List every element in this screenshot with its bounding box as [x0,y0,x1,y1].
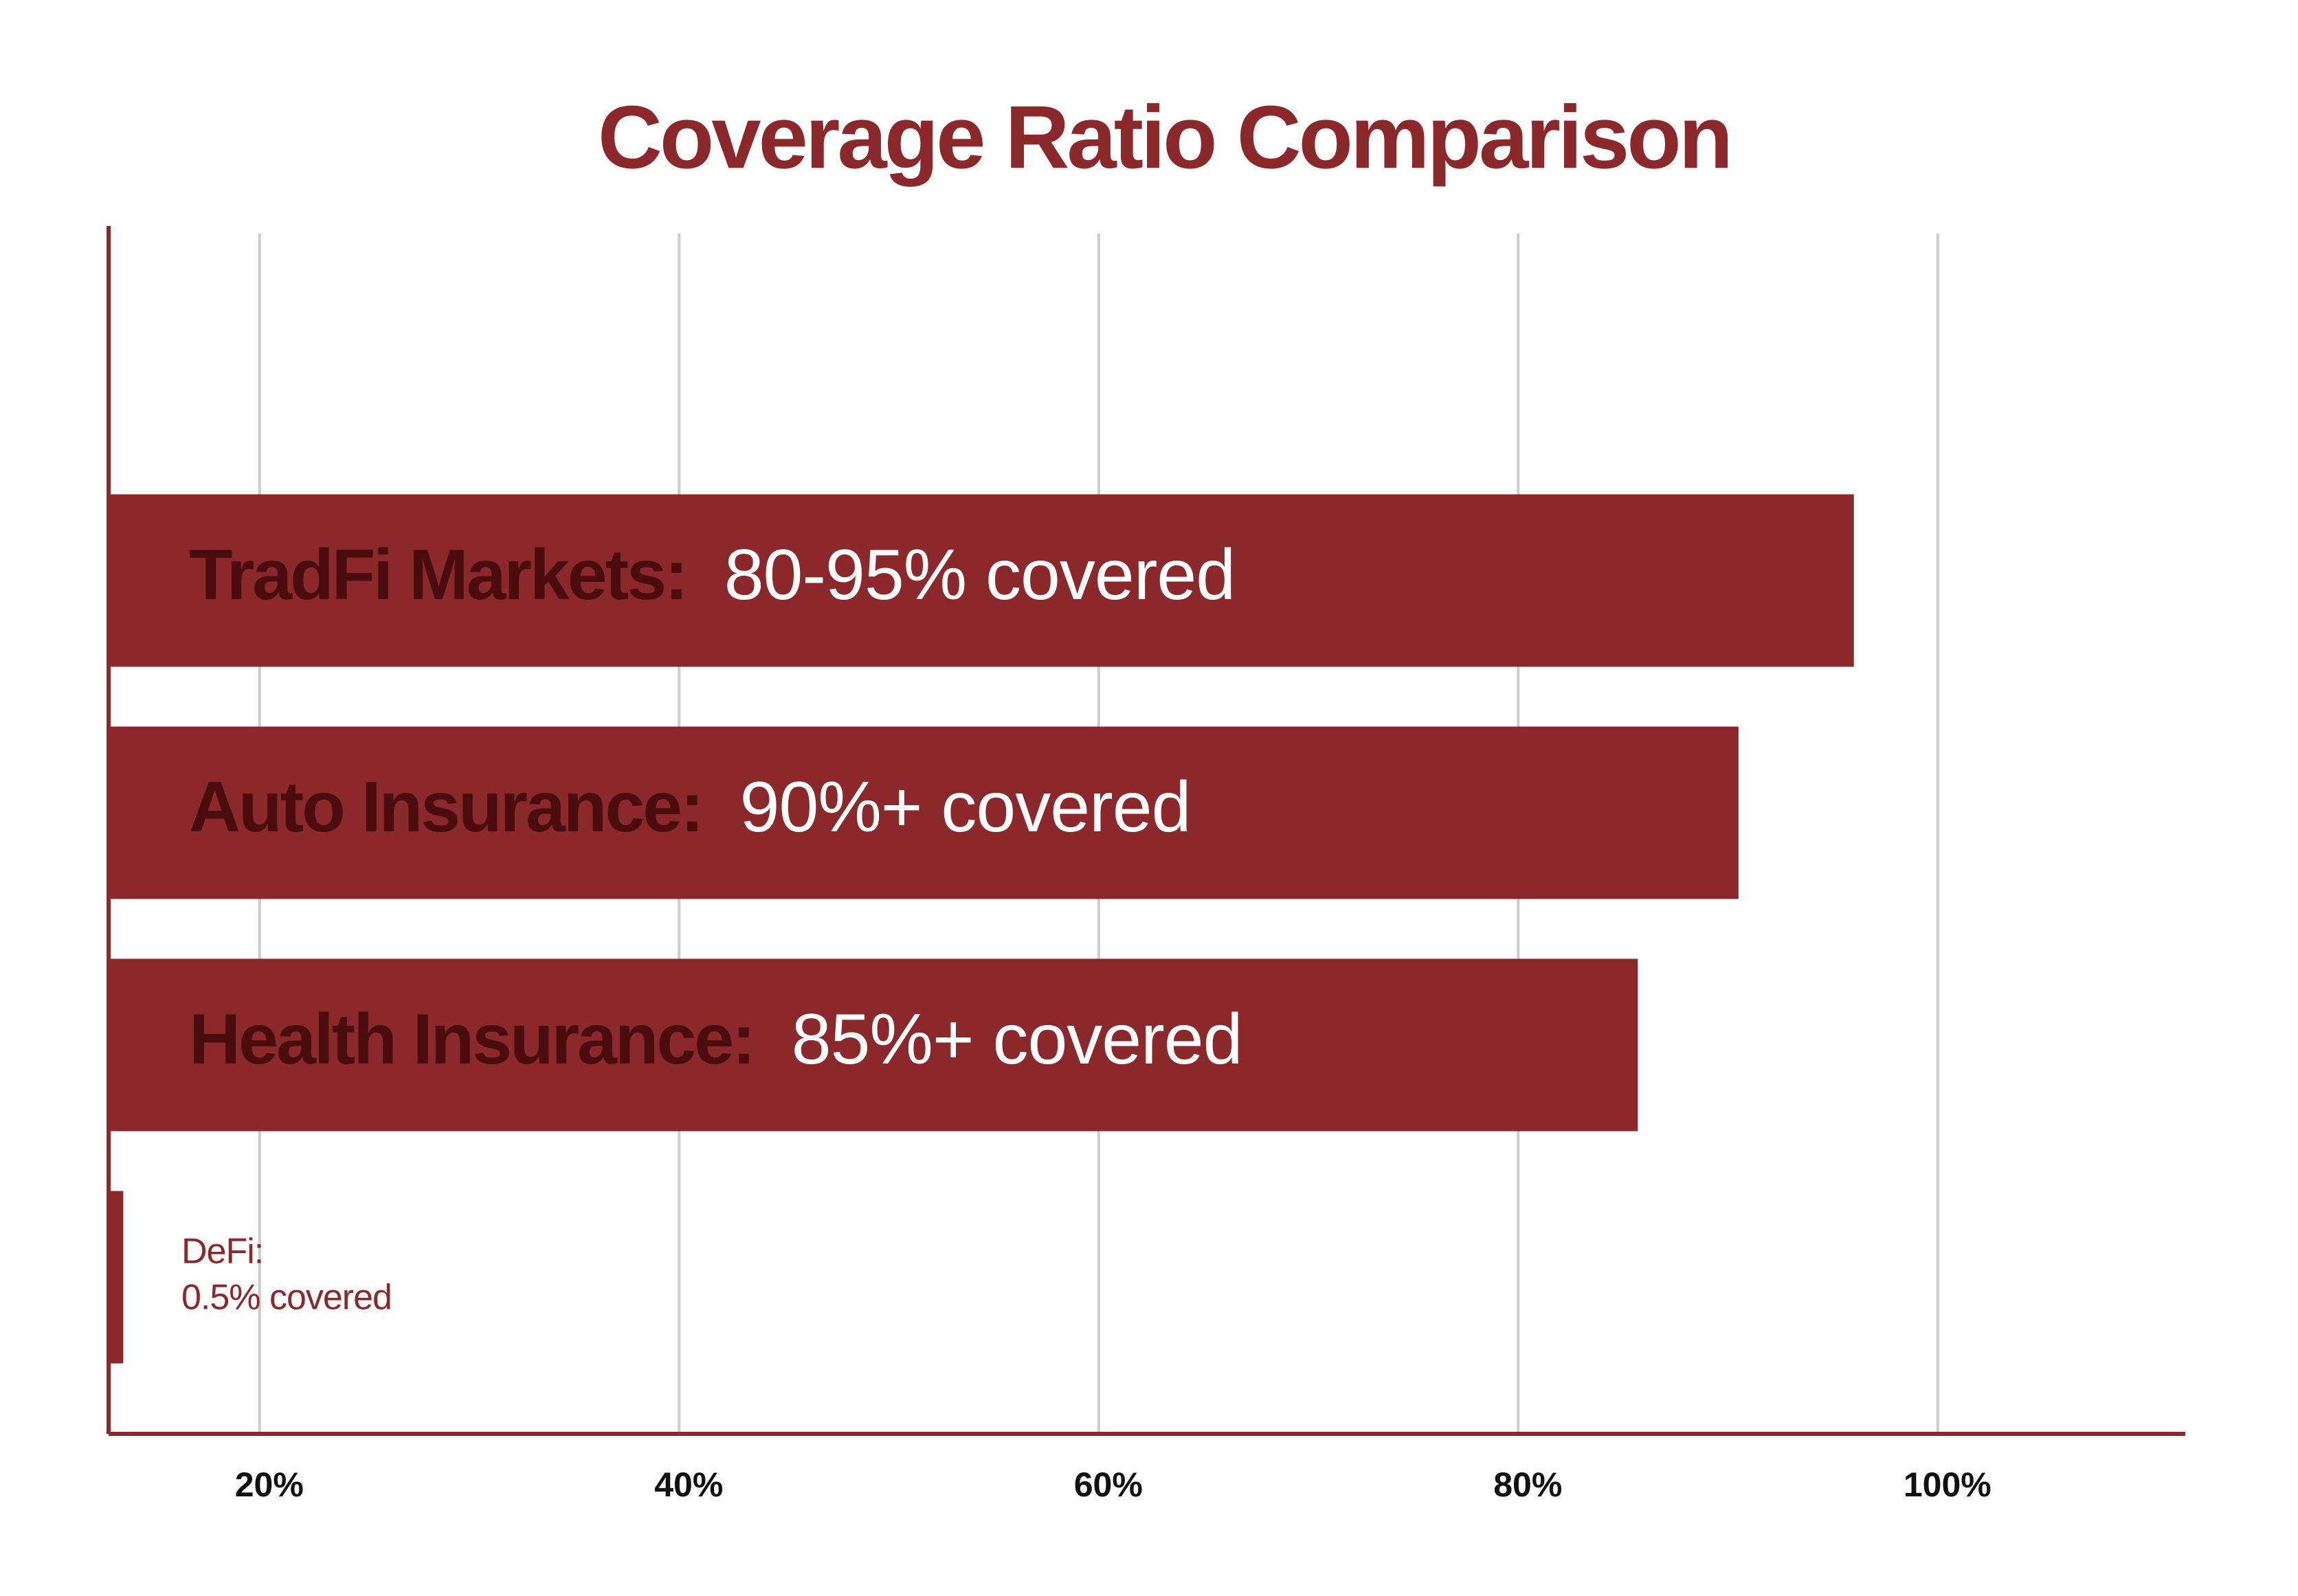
category-label: DeFi: [181,1232,263,1272]
bar [109,726,1739,899]
x-tick-label: 80% [1493,1465,1562,1504]
value-label: 80-95% covered [724,535,1235,615]
bar [109,958,1638,1132]
chart-title: Coverage Ratio Comparison [598,87,1730,187]
bar-label: Health Insurance: 85%+ covered [189,1000,1242,1079]
category-label: Auto Insurance: [189,767,702,847]
value-label: 0.5% covered [181,1278,392,1318]
value-label: 85%+ covered [792,1000,1242,1079]
category-label: Health Insurance: [189,1000,754,1079]
category-label: TradFi Markets: [189,535,687,615]
x-tick-label: 20% [235,1465,304,1504]
x-tick-label: 60% [1074,1465,1143,1504]
bar [109,1191,124,1364]
x-tick-label: 40% [654,1465,723,1504]
bar-label: Auto Insurance: 90%+ covered [189,767,1190,847]
value-label: 90%+ covered [740,767,1191,847]
bar [109,494,1854,667]
bar-label: TradFi Markets: 80-95% covered [189,535,1235,615]
x-tick-label: 100% [1904,1465,1992,1504]
